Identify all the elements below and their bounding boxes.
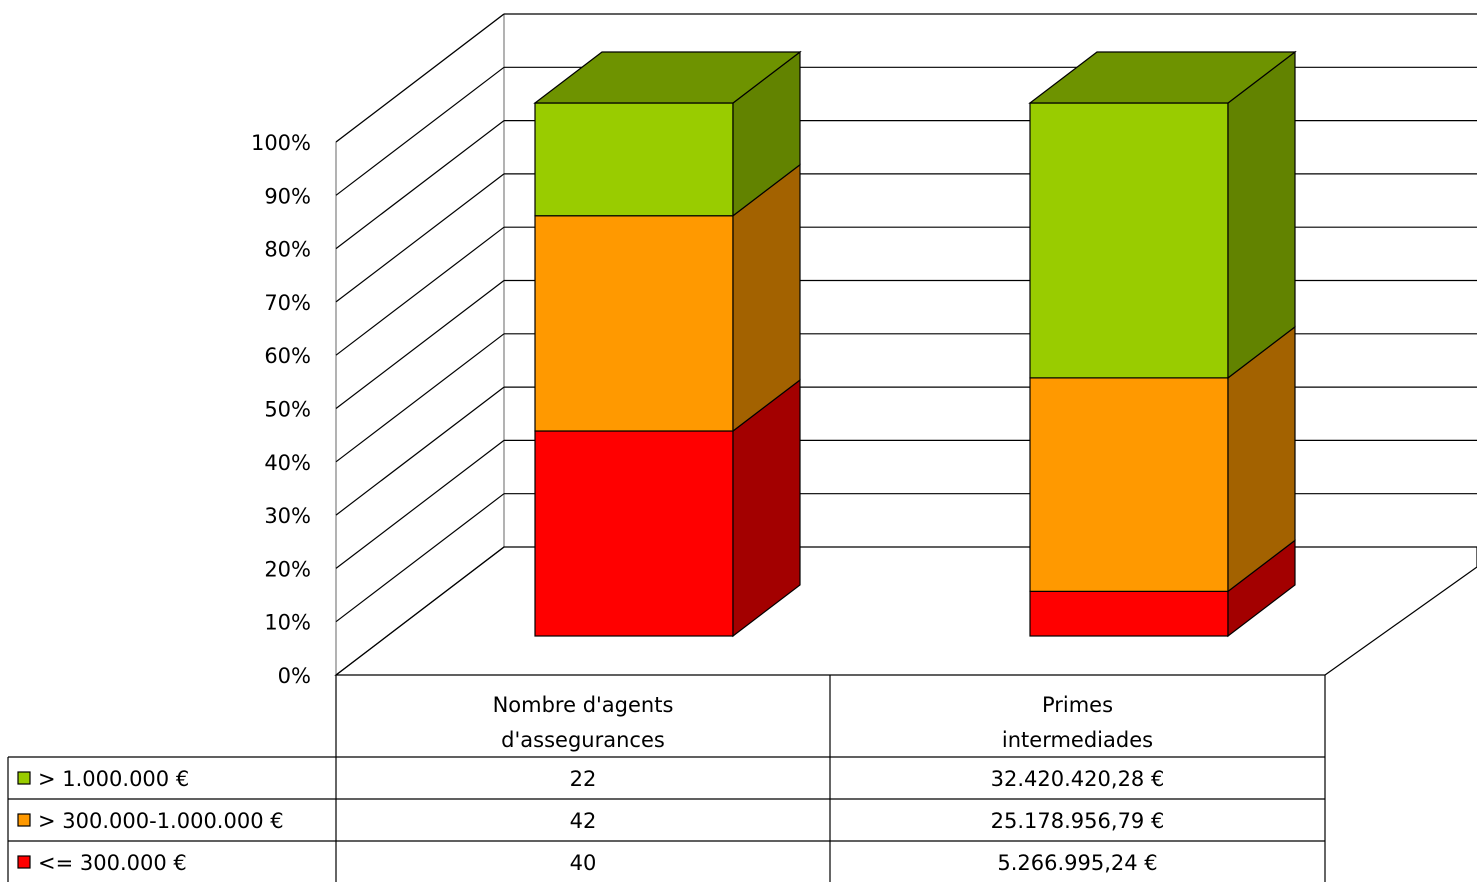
y-tick-label: 100%: [251, 131, 311, 155]
y-tick-label: 50%: [264, 398, 311, 422]
legend-label: <= 300.000 €: [38, 851, 187, 875]
bar-front: [1029, 377, 1229, 592]
bar-side: [1227, 50, 1296, 380]
gridline-diagonal: [335, 226, 505, 356]
data-label: 5.266.995,24 €: [997, 851, 1157, 875]
gridlines: [335, 13, 1477, 676]
legend-key: [17, 771, 31, 785]
data-label: 32.420.420,28 €: [991, 767, 1165, 791]
y-tick-label: 10%: [264, 611, 311, 635]
gridline-diagonal: [335, 546, 505, 676]
gridline-diagonal: [335, 120, 505, 250]
y-tick-label: 30%: [264, 504, 311, 528]
y-tick-label: 80%: [264, 238, 311, 262]
gridline-diagonal: [335, 13, 505, 143]
bar-segment-1-000-000-1: [533, 50, 802, 217]
category-label: Primes: [1042, 693, 1113, 717]
chart-floor: [334, 546, 1477, 676]
bar-front: [534, 215, 734, 432]
category-label: intermediades: [1002, 728, 1153, 752]
gridline-diagonal: [335, 386, 505, 516]
bars: [533, 50, 1297, 638]
gridline-diagonal: [335, 333, 505, 463]
y-axis-ticks: 0% 10% 20% 30% 40% 50% 60% 70% 80% 90% 100%: [251, 131, 311, 688]
chart-walls: [334, 13, 1477, 676]
y-tick-label: 0%: [278, 664, 311, 688]
bar-segment-1-000-000-2: [1028, 50, 1297, 380]
y-tick-label: 60%: [264, 344, 311, 368]
bar-segment-300-000-1-000-000-2: [1029, 325, 1296, 593]
gridline-diagonal: [335, 280, 505, 409]
data-label: 42: [570, 809, 597, 833]
bar-top: [1028, 51, 1297, 104]
data-label: 40: [570, 851, 597, 875]
y-tick-label: 40%: [264, 451, 311, 475]
bar-segment-300-000-1: [534, 378, 801, 638]
gridline-diagonal: [335, 66, 505, 196]
bar-segment-300-000-1-000-000-1: [534, 163, 801, 433]
bar-front: [534, 102, 734, 217]
data-label: 25.178.956,79 €: [991, 809, 1165, 833]
y-tick-label: 70%: [264, 291, 311, 315]
legend-key: [17, 813, 31, 827]
y-tick-label: 90%: [264, 184, 311, 208]
data-table: Nombre d'agents d'assegurances Primes inter…: [7, 675, 1326, 882]
gridline-diagonal: [335, 493, 505, 623]
legend-label: > 1.000.000 €: [38, 767, 189, 791]
legend-key: [17, 855, 31, 869]
gridline-diagonal: [335, 439, 505, 569]
bar-front: [1029, 590, 1229, 637]
bar-front: [534, 430, 734, 637]
category-label: d'assegurances: [501, 728, 665, 752]
bar-front: [1029, 102, 1229, 379]
legend-label: > 300.000-1.000.000 €: [38, 809, 284, 833]
y-tick-label: 20%: [264, 557, 311, 581]
bar-top: [533, 51, 802, 104]
category-label: Nombre d'agents: [493, 693, 674, 717]
gridline-diagonal: [335, 173, 505, 303]
data-label: 22: [570, 767, 597, 791]
